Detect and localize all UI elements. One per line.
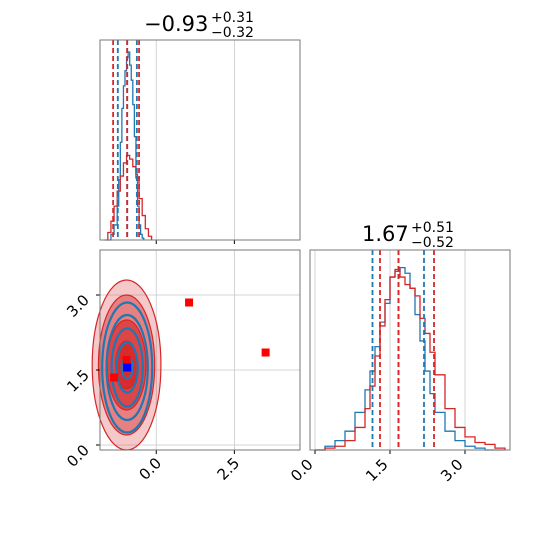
blue-contour-level-4: [101, 301, 154, 434]
panel-frame: [99, 249, 301, 451]
blue-contour-level-2: [110, 327, 144, 408]
panel-frame: [99, 39, 301, 241]
x-tick-label-1: 1.5: [362, 456, 392, 486]
title-param-2-value: 1.67: [362, 222, 409, 246]
red-marker-1: [110, 373, 119, 382]
blue-contour-level-3: [105, 313, 149, 422]
title-param-1-minus: −0.32: [211, 25, 254, 41]
title-param-1-value: −0.93: [144, 12, 208, 36]
y-tick-label-1: 1.5: [63, 366, 93, 396]
red-marker-3: [261, 348, 270, 357]
title-param-1: −0.93: [144, 12, 208, 36]
histogram-red-series-1: [315, 268, 506, 451]
title-param-2-minus: −0.52: [411, 235, 454, 251]
joint-panel: 0.0 2.5 0.0 1.5 3.0: [63, 249, 301, 484]
y-tick-label-2: 3.0: [63, 291, 93, 321]
panel-frame: [309, 249, 511, 451]
x-tick-label-1: 2.5: [214, 454, 244, 484]
y-tick-label-0: 0.0: [63, 441, 93, 471]
title-param-1-plus: +0.31: [211, 10, 254, 26]
marginal-panel-param-2: 0.0 1.5 3.0: [287, 249, 511, 486]
marginal-panel-param-1: [99, 39, 301, 244]
x-tick-label-0: 0.0: [287, 456, 317, 486]
blue-contour-level-1: [115, 341, 139, 394]
blue-marker-0: [123, 363, 132, 372]
red-marker-0: [122, 356, 131, 364]
x-tick-label-0: 0.0: [135, 454, 165, 484]
title-param-2: 1.67: [362, 222, 409, 246]
histogram-blue-series-0: [315, 266, 505, 451]
title-param-2-plus: +0.51: [411, 220, 454, 236]
histogram-red-series-1: [104, 154, 153, 241]
red-marker-2: [185, 298, 194, 307]
x-tick-label-2: 3.0: [437, 456, 467, 486]
